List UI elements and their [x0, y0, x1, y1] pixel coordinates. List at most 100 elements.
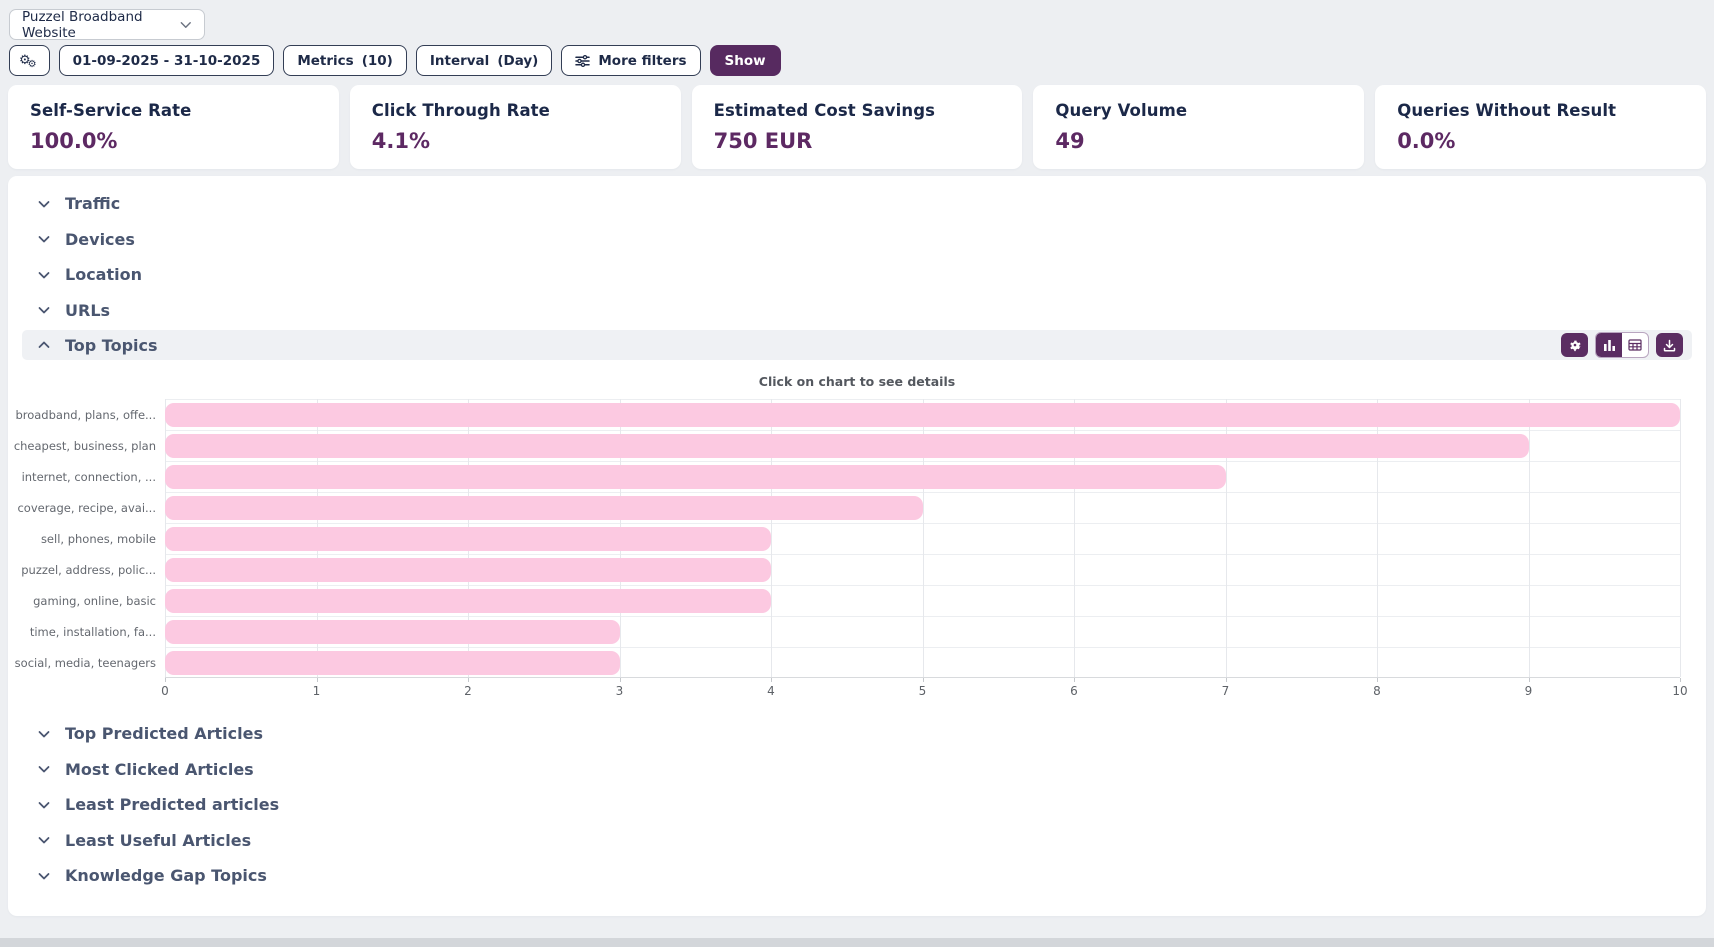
kpi-cards-row: Self-Service Rate 100.0% Click Through Rat… [8, 85, 1706, 169]
gridline-vertical [1377, 399, 1378, 677]
kpi-value: 49 [1055, 129, 1085, 153]
double-gear-icon: ⚙⚙ [19, 53, 37, 70]
chevron-down-icon [38, 872, 50, 880]
interval-filter[interactable]: Interval (Day) [415, 45, 553, 76]
section-top-topics[interactable]: Top Topics [22, 330, 1692, 360]
axis-tick-label: 7 [1221, 684, 1230, 698]
kpi-label: Click Through Rate [371, 101, 550, 120]
top-topics-bar-chart[interactable]: broadband, plans, offe... cheapest, busin… [8, 399, 1706, 678]
bar-coverage-recipe-avai[interactable] [165, 495, 923, 520]
section-top-predicted-articles[interactable]: Top Predicted Articles [8, 716, 1706, 752]
section-most-clicked-articles[interactable]: Most Clicked Articles [8, 752, 1706, 788]
site-selector-value: Puzzel Broadband Website [22, 8, 143, 41]
bar-puzzel-address-polic[interactable] [165, 557, 771, 582]
date-range-value: 01-09-2025 - 31-10-2025 [72, 52, 261, 69]
interval-value: (Day) [497, 52, 539, 69]
chevron-down-icon [38, 730, 50, 738]
kpi-value: 0.0% [1397, 129, 1456, 153]
chart-category-labels: broadband, plans, offe... cheapest, busin… [8, 399, 165, 678]
bar-time-installation-fa[interactable] [165, 619, 620, 644]
kpi-card-estimated-cost-savings: Estimated Cost Savings 750 EUR [691, 85, 1023, 169]
bar-sell-phones-mobile[interactable] [165, 526, 771, 551]
axis-tick-label: 3 [615, 684, 624, 698]
axis-tick-label: 4 [767, 684, 775, 698]
chart-category-label: internet, connection, ... [21, 469, 156, 484]
chevron-down-icon [38, 271, 50, 279]
section-devices[interactable]: Devices [8, 222, 1706, 258]
section-label: Least Useful Articles [65, 830, 252, 850]
axis-tick-mark [165, 678, 166, 682]
chart-category-label: gaming, online, basic [33, 593, 156, 608]
kpi-value: 750 EUR [713, 129, 813, 153]
chart-hint-text: Click on chart to see details [758, 374, 956, 389]
gridline-vertical [1528, 399, 1530, 677]
bar-chart-icon [1603, 339, 1615, 351]
chart-plot-area[interactable] [165, 399, 1681, 678]
view-switcher [1595, 332, 1649, 358]
axis-tick-label: 9 [1524, 684, 1533, 698]
show-button[interactable]: Show [709, 45, 781, 76]
bar-broadband-plans-offe[interactable] [165, 402, 1680, 427]
bar-chart-view-button[interactable] [1596, 333, 1622, 357]
bar-cheapest-business-plan[interactable] [165, 433, 1529, 458]
chart-settings-button[interactable] [1561, 333, 1588, 357]
download-icon [1663, 339, 1676, 352]
chevron-down-icon [38, 801, 50, 809]
section-label: Top Predicted Articles [65, 724, 263, 744]
metrics-label: Metrics [297, 52, 354, 69]
kpi-label: Queries Without Result [1397, 101, 1617, 120]
section-label: URLs [65, 300, 111, 320]
site-selector-dropdown[interactable]: Puzzel Broadband Website [9, 8, 205, 41]
section-label: Most Clicked Articles [65, 759, 254, 779]
axis-tick-label: 10 [1672, 684, 1688, 698]
sliders-icon [575, 54, 591, 67]
section-least-useful-articles[interactable]: Least Useful Articles [8, 823, 1706, 859]
chevron-down-icon [38, 766, 50, 773]
section-label: Least Predicted articles [65, 795, 280, 815]
sections-below: Top Predicted Articles Most Clicked Artic… [8, 716, 1706, 894]
bar-social-media-teenagers[interactable] [165, 650, 620, 675]
gridline-vertical [922, 399, 924, 677]
sections-above: Traffic Devices Location URLs [8, 186, 1706, 328]
axis-tick-mark [1225, 678, 1227, 682]
axis-tick-mark [771, 678, 772, 682]
top-topics-toolbar [1561, 332, 1683, 358]
more-filters-button[interactable]: More filters [561, 45, 701, 76]
download-button[interactable] [1656, 333, 1683, 357]
section-knowledge-gap-topics[interactable]: Knowledge Gap Topics [8, 858, 1706, 894]
axis-tick-label: 2 [464, 684, 472, 698]
kpi-label: Estimated Cost Savings [713, 101, 936, 120]
kpi-card-self-service-rate: Self-Service Rate 100.0% [8, 85, 339, 169]
gridline-vertical [1680, 399, 1681, 677]
section-location[interactable]: Location [8, 257, 1706, 293]
date-range-filter[interactable]: 01-09-2025 - 31-10-2025 [58, 45, 275, 76]
metrics-count: (10) [361, 52, 393, 69]
bar-internet-connection[interactable] [165, 464, 1226, 489]
section-least-predicted-articles[interactable]: Least Predicted articles [8, 787, 1706, 823]
axis-tick-mark [1680, 678, 1681, 682]
bar-gaming-online-basic[interactable] [165, 588, 771, 613]
chart-category-label: coverage, recipe, avai... [17, 500, 156, 515]
chart-category-label: cheapest, business, plan [13, 438, 156, 453]
chart-category-label: sell, phones, mobile [40, 531, 156, 546]
more-filters-label: More filters [598, 52, 687, 69]
chart-category-label: social, media, teenagers [14, 655, 156, 670]
section-traffic[interactable]: Traffic [8, 186, 1706, 222]
metrics-filter[interactable]: Metrics (10) [283, 45, 407, 76]
axis-tick-mark [468, 678, 469, 682]
axis-tick-label: 6 [1070, 684, 1078, 698]
filter-settings-button[interactable]: ⚙⚙ [9, 45, 50, 76]
chart-x-axis: 0 1 2 3 4 5 6 7 8 9 10 [161, 678, 1688, 700]
chevron-down-icon [38, 307, 50, 314]
chevron-down-icon [38, 837, 50, 844]
table-view-button[interactable] [1622, 333, 1648, 357]
horizontal-scrollbar[interactable] [0, 938, 1714, 947]
kpi-card-query-volume: Query Volume 49 [1033, 85, 1365, 169]
gridline-vertical [1074, 399, 1075, 677]
chevron-down-icon [38, 236, 50, 243]
kpi-card-click-through-rate: Click Through Rate 4.1% [349, 85, 681, 169]
section-urls[interactable]: URLs [8, 293, 1706, 329]
analytics-panel: Traffic Devices Location URLs Top Topics [8, 176, 1706, 916]
section-label: Devices [65, 229, 135, 249]
section-label: Location [65, 265, 142, 285]
